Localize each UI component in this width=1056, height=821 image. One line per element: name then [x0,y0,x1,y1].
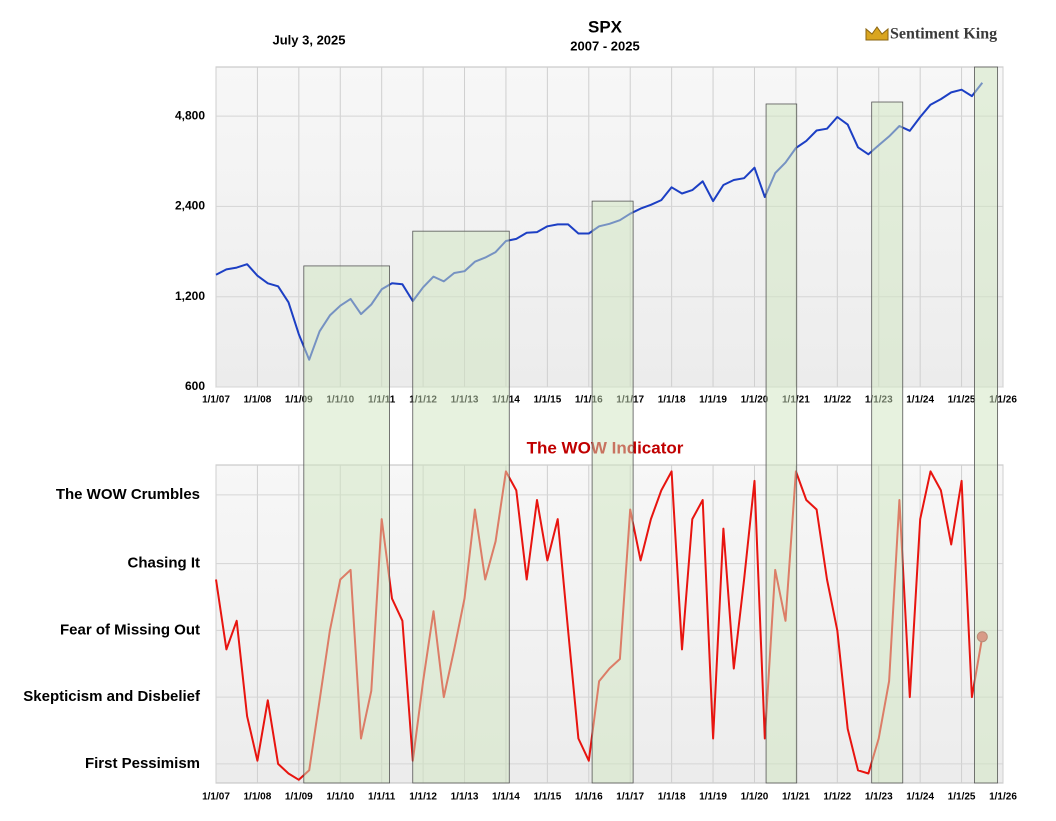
y-tick-label: Chasing It [127,555,200,572]
x-tick-label: 1/1/09 [285,792,313,803]
x-tick-label: 1/1/19 [699,792,727,803]
x-tick-label: 1/1/25 [948,792,976,803]
x-tick-label: 1/1/13 [451,792,479,803]
x-tick-label: 1/1/20 [741,792,769,803]
x-tick-label: 1/1/24 [906,792,934,803]
x-tick-label: 1/1/23 [865,792,893,803]
x-tick-label: 1/1/08 [244,792,272,803]
x-tick-label: 1/1/16 [575,395,603,406]
x-tick-label: 1/1/09 [285,395,313,406]
y-tick-label: 1,200 [175,289,205,303]
logo-text: Sentiment King [890,26,997,43]
x-tick-label: 1/1/20 [741,395,769,406]
x-tick-label: 1/1/18 [658,395,686,406]
chart-title: SPX [588,17,623,36]
x-tick-label: 1/1/26 [989,395,1017,406]
x-tick-label: 1/1/24 [906,395,934,406]
highlight-period [974,66,999,784]
chart-subtitle: 2007 - 2025 [570,38,639,53]
highlight-period [871,101,904,784]
x-tick-label: 1/1/11 [368,792,396,803]
x-tick-label: 1/1/07 [202,395,230,406]
y-tick-label: 2,400 [175,199,205,213]
y-tick-label: 600 [185,379,205,393]
x-tick-label: 1/1/19 [699,395,727,406]
x-tick-label: 1/1/12 [409,792,437,803]
highlight-period [303,265,390,784]
date: July 3, 2025 [273,32,346,47]
x-tick-label: 1/1/21 [782,792,810,803]
x-tick-label: 1/1/22 [823,792,851,803]
x-tick-label: 1/1/25 [948,395,976,406]
highlight-period [591,200,634,784]
y-tick-label: The WOW Crumbles [56,486,200,503]
x-tick-label: 1/1/22 [823,395,851,406]
y-tick-label: First Pessimism [85,755,200,772]
x-tick-label: 1/1/26 [989,792,1017,803]
x-tick-label: 1/1/10 [326,792,354,803]
y-tick-label: Skepticism and Disbelief [23,688,201,705]
y-tick-label: Fear of Missing Out [60,621,200,638]
logo-crown [865,26,889,41]
highlight-period [765,103,798,784]
x-tick-label: 1/1/16 [575,792,603,803]
x-tick-label: 1/1/14 [492,792,520,803]
x-tick-label: 1/1/08 [244,395,272,406]
x-tick-label: 1/1/15 [533,792,561,803]
x-tick-label: 1/1/17 [616,792,644,803]
x-tick-label: 1/1/07 [202,792,230,803]
x-tick-label: 1/1/18 [658,792,686,803]
x-tick-label: 1/1/15 [533,395,561,406]
highlight-period [412,230,510,784]
y-tick-label: 4,800 [175,108,205,122]
